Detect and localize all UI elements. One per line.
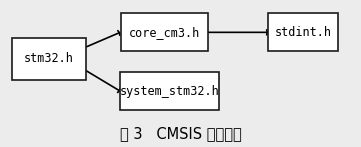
Text: stdint.h: stdint.h bbox=[275, 26, 332, 39]
Text: stm32.h: stm32.h bbox=[24, 52, 74, 65]
Text: system_stm32.h: system_stm32.h bbox=[120, 85, 219, 98]
Text: 图 3   CMSIS 文件结构: 图 3 CMSIS 文件结构 bbox=[119, 126, 242, 141]
Text: core_cm3.h: core_cm3.h bbox=[129, 26, 200, 39]
Bar bbox=[268, 13, 339, 51]
Bar bbox=[120, 72, 219, 110]
Bar bbox=[121, 13, 208, 51]
Bar bbox=[12, 38, 86, 80]
